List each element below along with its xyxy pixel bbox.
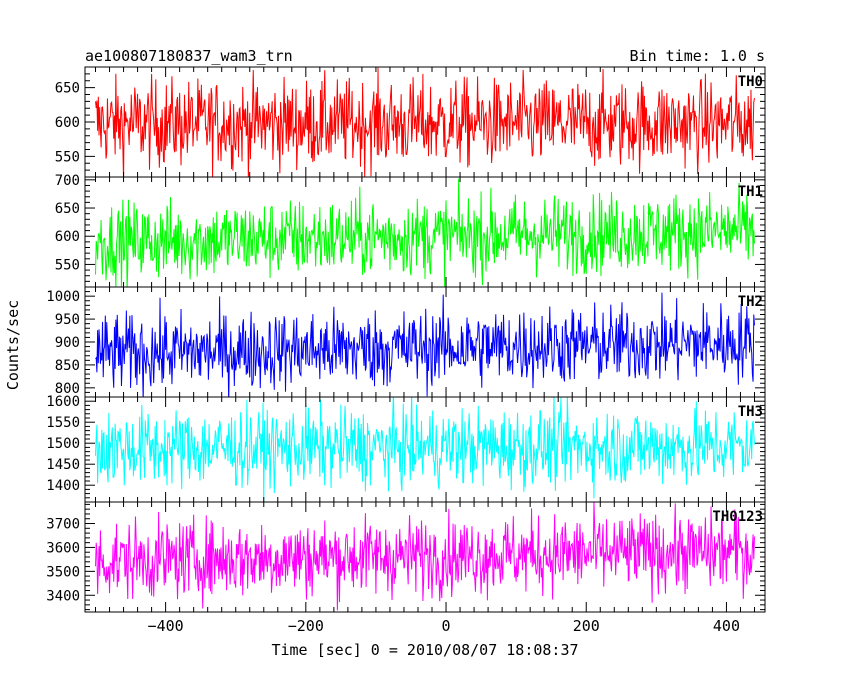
series-line-th1	[95, 178, 755, 287]
y-tick-label: 1600	[46, 394, 80, 410]
x-tick-label: 200	[573, 617, 600, 635]
panels-group: 550 600 650 TH0 550 600 650 700 TH1 800 850 900 950 1…	[46, 66, 766, 613]
y-tick-label: 3600	[46, 540, 80, 556]
y-tick-label: 1400	[46, 478, 80, 494]
panel-th1: 550 600 650 700 TH1	[55, 173, 766, 288]
x-tick-label: 400	[713, 617, 740, 635]
y-tick-label: 600	[55, 229, 80, 245]
y-tick-label: 1500	[46, 436, 80, 452]
x-axis-label: Time [sec] 0 = 2010/08/07 18:08:37	[271, 641, 578, 659]
panel-th2: 800 850 900 950 1000 TH2	[46, 286, 766, 398]
y-tick-label: 3700	[46, 517, 80, 533]
x-tick-label: 0	[442, 617, 451, 635]
panel-th3: 1400 1450 1500 1550 1600 TH3	[46, 394, 766, 503]
y-tick-label: 700	[55, 173, 80, 189]
panel-th0123: 3400 3500 3600 3700 TH0123	[46, 501, 766, 613]
panel-label-th2: TH2	[738, 294, 763, 310]
panel-label-th0: TH0	[738, 74, 763, 90]
y-tick-label: 950	[55, 312, 80, 328]
series-line-th0123	[95, 502, 755, 611]
y-tick-label: 3400	[46, 588, 80, 604]
y-tick-label: 800	[55, 381, 80, 397]
y-axis-label: Counts/sec	[4, 300, 22, 390]
panel-label-th0123: TH0123	[712, 509, 763, 525]
series-line-th2	[95, 292, 755, 397]
x-axis: −400 −200 0 200 400	[148, 617, 740, 635]
y-tick-label: 650	[55, 201, 80, 217]
y-tick-label: 850	[55, 358, 80, 374]
y-tick-label: 900	[55, 335, 80, 351]
y-tick-label: 3500	[46, 564, 80, 580]
panel-label-th3: TH3	[738, 404, 763, 420]
y-tick-label: 600	[55, 115, 80, 131]
y-tick-label: 1450	[46, 457, 80, 473]
y-tick-label: 1000	[46, 289, 80, 305]
series-line-th0	[95, 67, 755, 177]
y-tick-label: 550	[55, 257, 80, 273]
series-line-th3	[95, 397, 755, 502]
y-tick-label: 550	[55, 149, 80, 165]
y-tick-label: 650	[55, 81, 80, 97]
panel-label-th1: TH1	[738, 184, 763, 200]
x-tick-label: −200	[288, 617, 324, 635]
panel-th0: 550 600 650 TH0	[55, 66, 766, 178]
x-tick-label: −400	[148, 617, 184, 635]
bin-time-label: Bin time: 1.0 s	[630, 47, 765, 65]
chart-title: ae100807180837_wam3_trn	[85, 47, 293, 65]
y-tick-label: 1550	[46, 415, 80, 431]
